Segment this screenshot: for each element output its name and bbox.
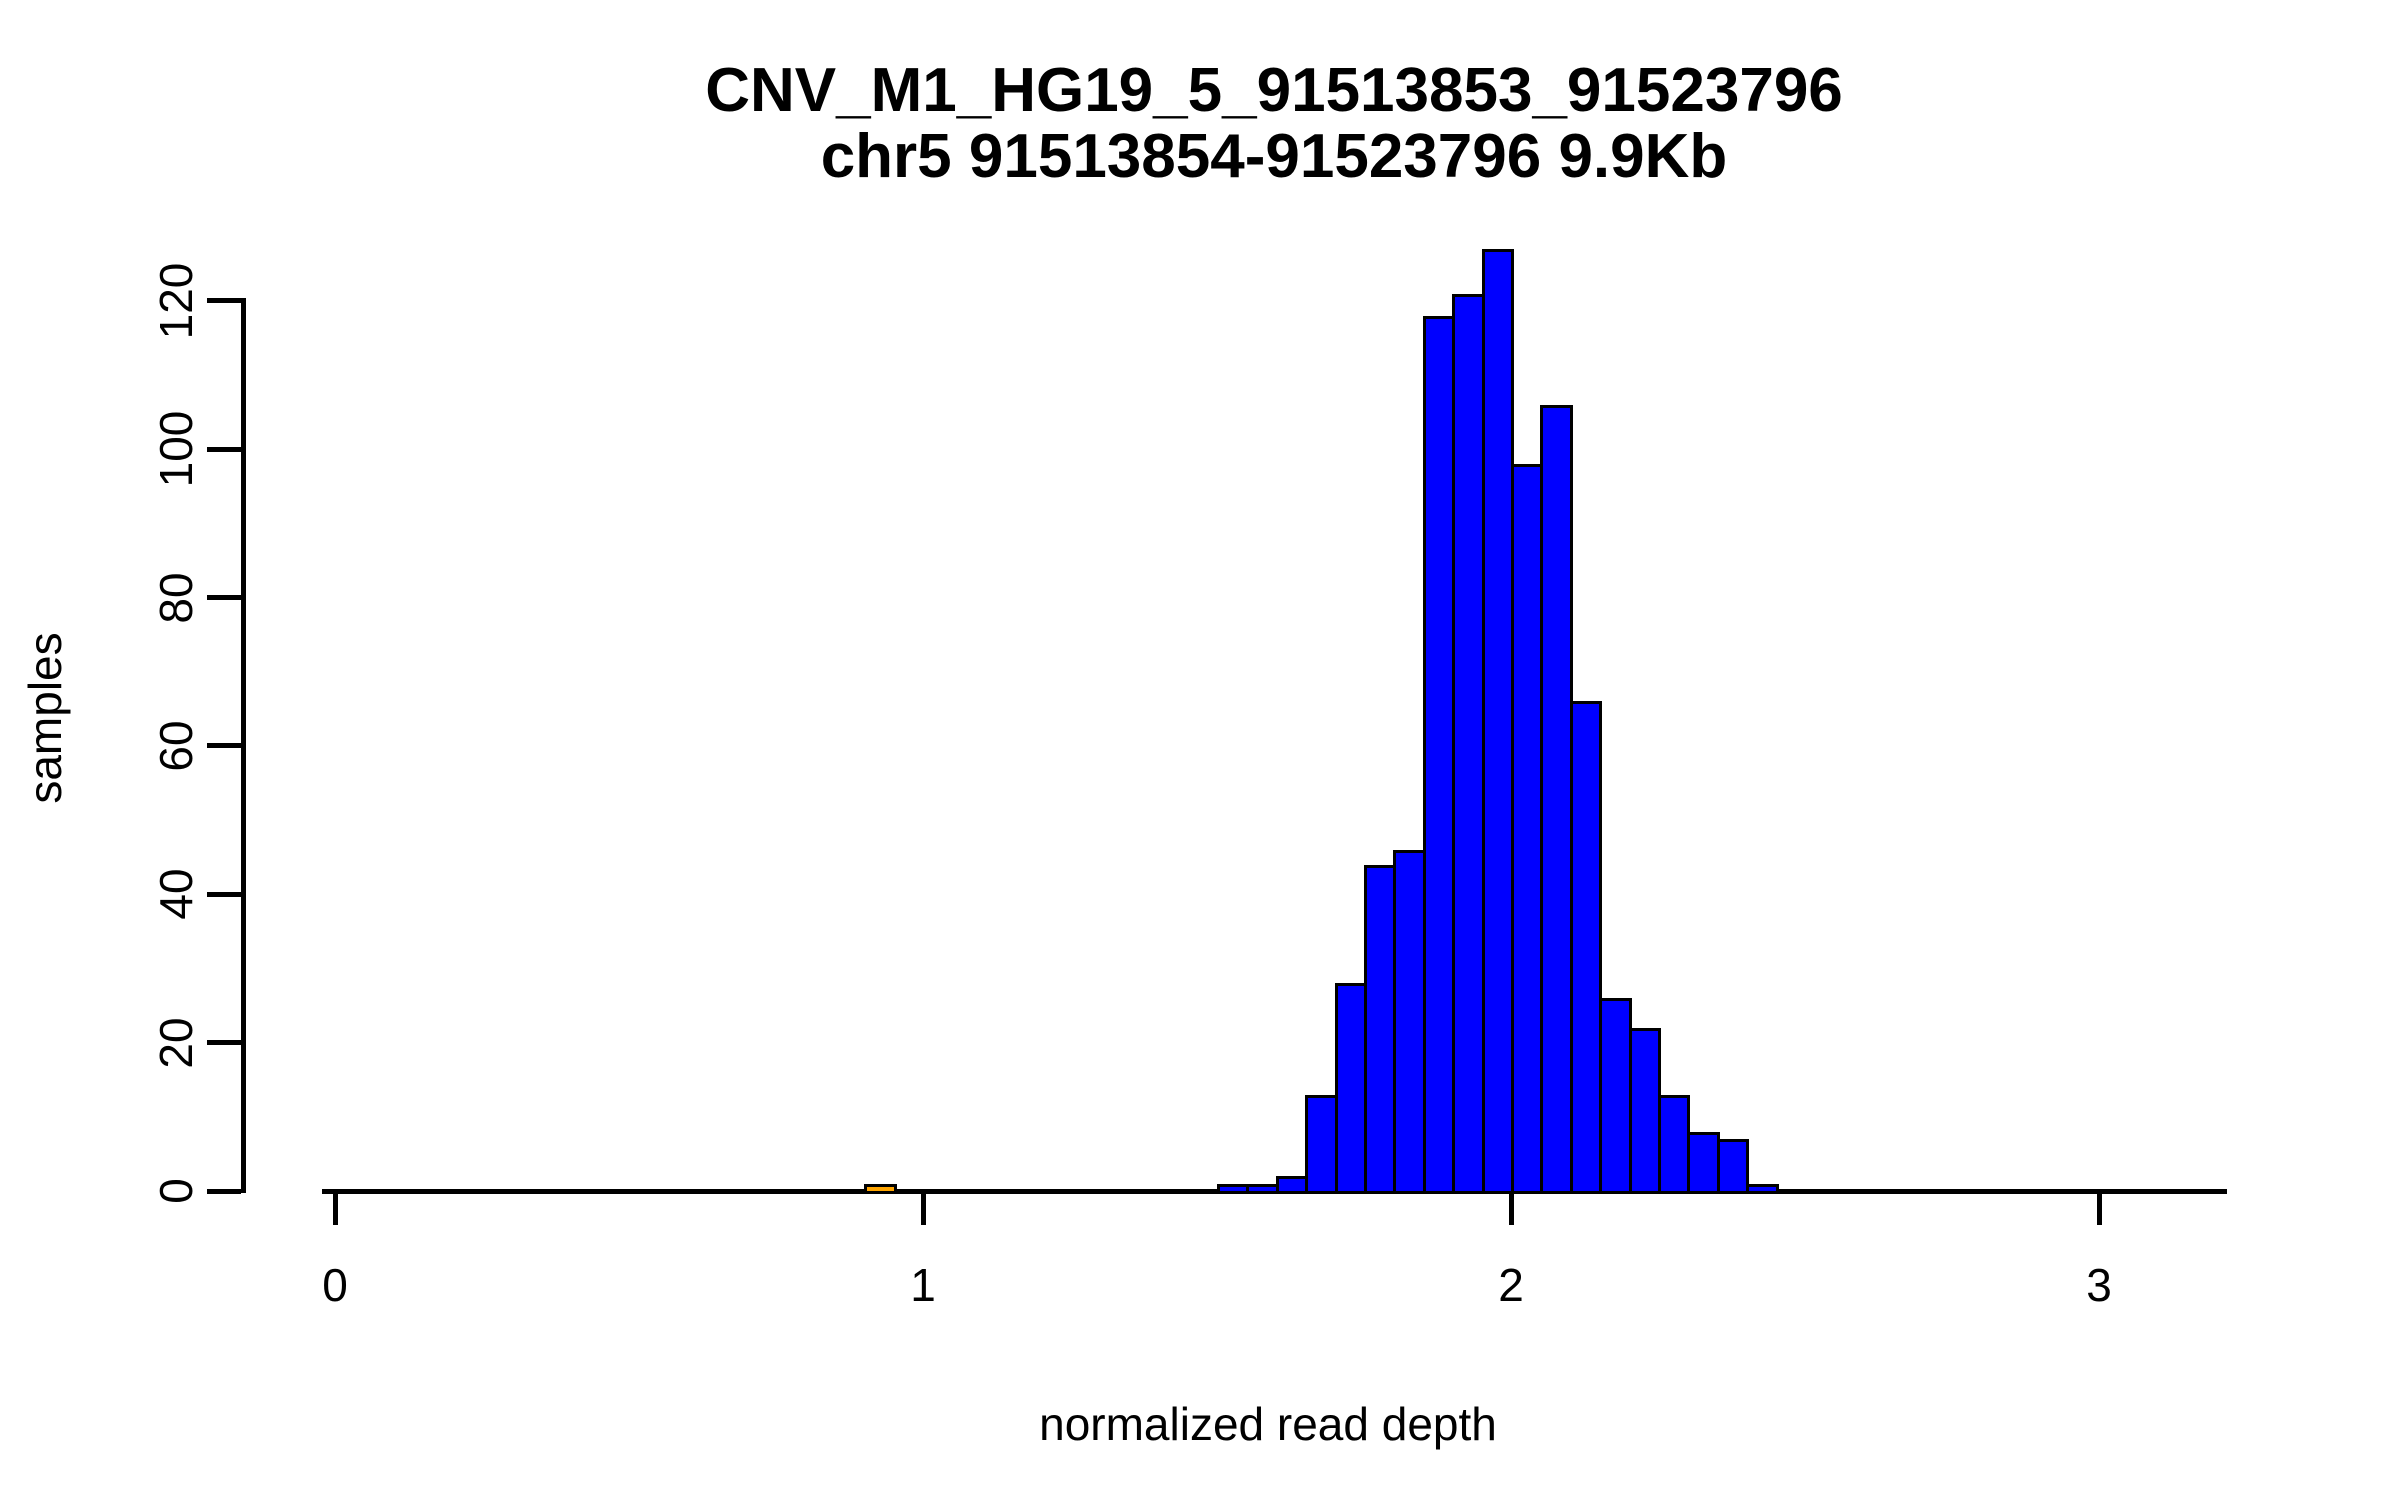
histogram-bar: [1217, 1183, 1250, 1194]
y-tick-label: 0: [150, 1178, 202, 1204]
y-tick-label: 60: [150, 720, 202, 772]
histogram-bar: [1364, 864, 1397, 1194]
y-tick-label: 120: [150, 262, 202, 340]
x-tick: [1508, 1191, 1514, 1225]
x-axis-title: normalized read depth: [1039, 1398, 1497, 1450]
y-axis-line: [240, 298, 246, 1194]
chart-title: CNV_M1_HG19_5_91513853_91523796: [705, 56, 1843, 125]
histogram-bar: [1334, 983, 1367, 1194]
y-tick: [206, 595, 241, 601]
x-tick-label: 1: [910, 1259, 936, 1311]
histogram-bar: [1746, 1183, 1779, 1194]
y-tick: [206, 1188, 241, 1194]
x-tick: [920, 1191, 926, 1225]
y-tick: [206, 743, 241, 749]
histogram-bar: [1422, 315, 1456, 1194]
histogram-bar: [1628, 1027, 1661, 1194]
y-tick: [206, 298, 241, 304]
histogram-bar: [1393, 849, 1426, 1194]
histogram-bar: [1687, 1131, 1720, 1194]
title-block: CNV_M1_HG19_5_91513853_91523796 chr5 915…: [274, 58, 2274, 190]
histogram-bar: [1658, 1094, 1691, 1194]
histogram-bar: [1452, 293, 1485, 1194]
histogram-bar: [1275, 1176, 1309, 1194]
x-tick-label: 2: [1498, 1259, 1524, 1311]
histogram-bar: [1246, 1183, 1279, 1194]
y-tick: [206, 891, 241, 897]
y-tick-label: 40: [150, 868, 202, 920]
histogram-bar: [1481, 249, 1514, 1194]
y-tick-label: 100: [150, 410, 202, 488]
histogram-bar: [1511, 464, 1544, 1194]
x-tick: [332, 1191, 338, 1225]
chart-subtitle: chr5 91513854-91523796 9.9Kb: [820, 122, 1728, 191]
histogram-bar: [1716, 1139, 1750, 1194]
histogram-bar: [1540, 404, 1573, 1194]
y-tick: [206, 1040, 241, 1046]
y-tick-label: 20: [150, 1017, 202, 1069]
x-tick-label: 0: [322, 1259, 348, 1311]
y-axis-title: samples: [19, 632, 71, 804]
y-tick: [206, 446, 241, 452]
histogram-bar: [1569, 701, 1603, 1194]
x-tick: [2096, 1191, 2102, 1225]
y-tick-label: 80: [150, 572, 202, 624]
histogram-bar: [1599, 998, 1632, 1194]
x-tick-label: 3: [2086, 1259, 2112, 1311]
histogram-bar: [1305, 1094, 1338, 1194]
outlier-bar: [864, 1183, 897, 1194]
